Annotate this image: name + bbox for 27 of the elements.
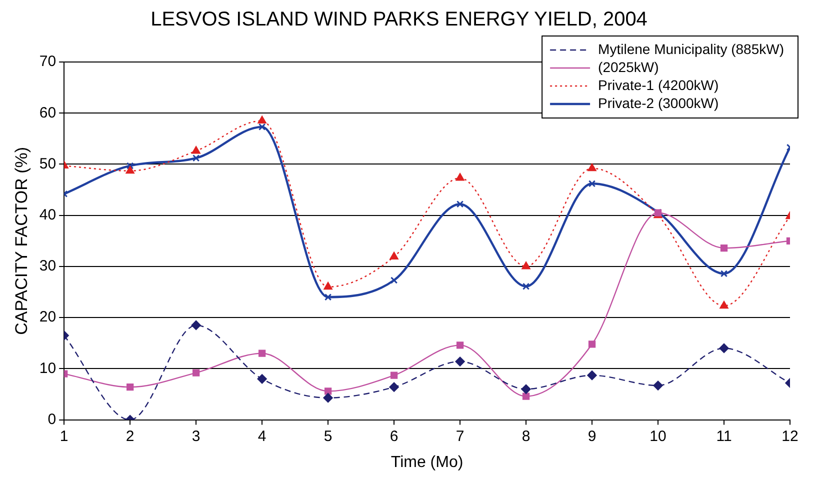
y-tick-label: 60 — [39, 104, 56, 122]
x-tick-label: 2 — [126, 428, 134, 445]
x-tick-label: 5 — [324, 428, 332, 445]
y-tick-label: 70 — [39, 53, 56, 70]
x-tick-label: 4 — [258, 428, 266, 445]
y-tick-label: 40 — [39, 206, 56, 224]
y-axis-title: CAPACITY FACTOR (%) — [12, 146, 31, 335]
y-tick-label: 50 — [39, 155, 56, 172]
legend-label: Private-1 (4200kW) — [598, 76, 719, 93]
y-tick-label: 30 — [39, 258, 56, 275]
legend-label: (2025kW) — [598, 58, 659, 75]
y-tick-label: 20 — [39, 308, 56, 326]
x-tick-label: 8 — [522, 428, 530, 445]
chart-title: LESVOS ISLAND WIND PARKS ENERGY YIELD, 2004 — [150, 8, 648, 31]
legend-label: Private-2 (3000kW) — [598, 94, 719, 111]
x-tick-label: 3 — [192, 428, 200, 445]
x-tick-label: 7 — [456, 428, 464, 445]
x-tick-label: 6 — [390, 428, 398, 445]
y-tick-label: 0 — [48, 410, 56, 428]
x-tick-label: 1 — [60, 428, 68, 445]
x-tick-label: 10 — [650, 428, 666, 445]
x-tick-label: 9 — [588, 428, 596, 445]
x-axis-title: Time (Mo) — [390, 454, 464, 471]
legend-label: Mytilene Municipality (885kW) — [598, 40, 784, 57]
y-tick-label: 10 — [39, 360, 56, 377]
x-tick-label: 11 — [716, 428, 732, 445]
x-tick-label: 12 — [782, 428, 798, 445]
